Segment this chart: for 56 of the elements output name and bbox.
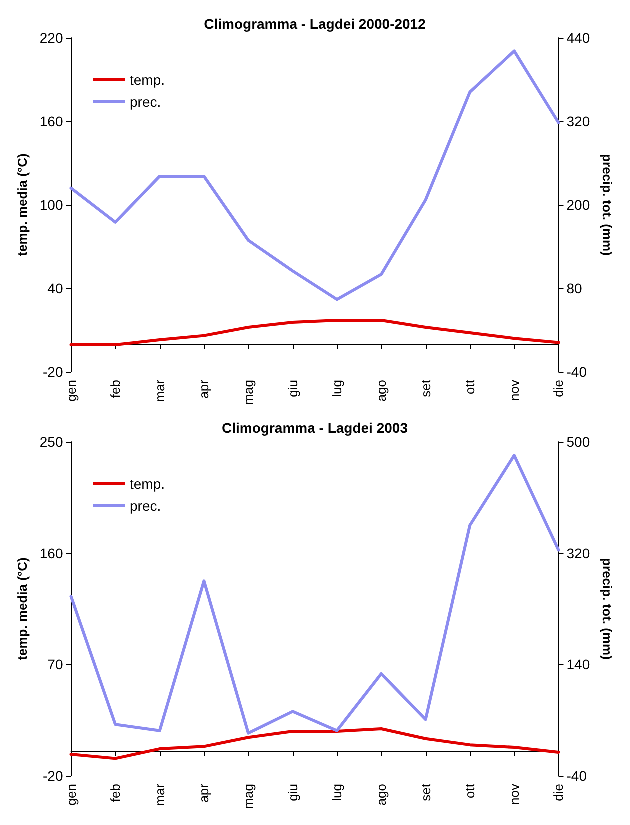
- y-tick-label: 40: [48, 280, 64, 296]
- x-tick-label: mag: [241, 784, 256, 810]
- chart-title: Climogramma - Lagdei 2003: [222, 420, 408, 436]
- x-tick-label: giu: [285, 380, 300, 398]
- y2-tick-label: 200: [566, 197, 590, 213]
- x-tick-label: mar: [152, 379, 168, 402]
- x-tick-label: nov: [506, 784, 522, 805]
- y2-tick-label: 80: [566, 280, 583, 296]
- x-tick-label: mag: [241, 380, 256, 406]
- y-tick-label: 100: [40, 197, 64, 213]
- y-tick-label: 70: [48, 656, 64, 673]
- y2-tick-label: -40: [566, 768, 588, 784]
- chart-title: Climogramma - Lagdei 2000-2012: [204, 16, 426, 32]
- y2-tick-label: 140: [566, 656, 590, 673]
- x-tick-label: ott: [462, 784, 478, 798]
- x-tick-label: lug: [330, 380, 345, 398]
- x-tick-label: ago: [374, 784, 389, 806]
- y2-tick-label: 320: [566, 545, 590, 562]
- x-tick-label: ott: [462, 380, 478, 394]
- line-series: [70, 50, 560, 302]
- x-tick-label: set: [418, 380, 434, 398]
- line-series: [70, 727, 560, 760]
- x-tick-label: feb: [108, 784, 124, 802]
- legend-label: temp.: [130, 72, 166, 88]
- legend-label: prec.: [130, 498, 162, 514]
- line-series: [70, 319, 560, 346]
- y2-tick-label: -40: [566, 364, 588, 380]
- x-tick-label: die: [551, 380, 566, 398]
- y-tick-label: -20: [43, 364, 64, 380]
- y-tick-label: 160: [40, 545, 64, 562]
- y2-axis-title: precip. tot. (mm): [600, 154, 615, 256]
- y-tick-label: 160: [40, 114, 64, 130]
- x-tick-label: nov: [506, 380, 522, 401]
- y-axis-title: temp. media (°C): [15, 154, 30, 256]
- x-tick-label: gen: [64, 380, 79, 402]
- x-tick-label: ago: [374, 380, 389, 402]
- legend-label: temp.: [130, 476, 166, 492]
- y2-tick-label: 500: [566, 434, 590, 450]
- x-tick-label: die: [551, 784, 566, 802]
- y2-axis-title: precip. tot. (mm): [600, 558, 615, 660]
- y2-tick-label: 440: [566, 30, 590, 46]
- x-tick-label: feb: [108, 380, 124, 398]
- x-tick-label: set: [418, 784, 434, 802]
- x-tick-label: lug: [330, 784, 345, 802]
- y2-tick-label: 320: [566, 114, 590, 130]
- x-tick-label: apr: [196, 783, 212, 803]
- y-tick-label: 220: [40, 30, 64, 46]
- line-series: [70, 454, 560, 735]
- x-tick-label: gen: [64, 784, 79, 806]
- y-tick-label: -20: [43, 768, 64, 784]
- legend-label: prec.: [130, 94, 162, 110]
- y-axis-title: temp. media (°C): [15, 558, 30, 660]
- y-tick-label: 250: [40, 434, 64, 450]
- x-tick-label: giu: [285, 784, 300, 802]
- x-tick-label: apr: [196, 379, 212, 399]
- x-tick-label: mar: [152, 783, 168, 806]
